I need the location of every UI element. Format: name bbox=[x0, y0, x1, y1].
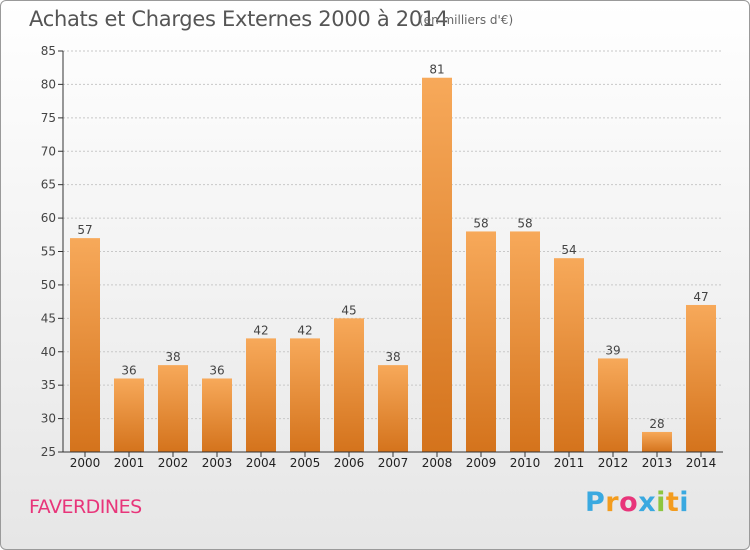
logo-letter: P bbox=[585, 487, 606, 518]
bar bbox=[598, 358, 628, 452]
data-label: 58 bbox=[517, 216, 532, 230]
logo-letter: t bbox=[665, 487, 680, 518]
data-label: 28 bbox=[649, 417, 664, 431]
bar bbox=[70, 238, 100, 452]
bar bbox=[466, 231, 496, 452]
logo-letter: x bbox=[638, 487, 657, 518]
bar bbox=[202, 378, 232, 452]
bar bbox=[114, 378, 144, 452]
x-tick-label: 2008 bbox=[422, 456, 453, 470]
data-label: 58 bbox=[473, 216, 488, 230]
y-tick-label: 30 bbox=[41, 412, 56, 426]
data-label: 54 bbox=[561, 243, 576, 257]
y-tick-label: 65 bbox=[41, 178, 56, 192]
commune-name: FAVERDINES bbox=[29, 496, 142, 518]
bar bbox=[686, 304, 716, 452]
proxiti-logo: Proxiti bbox=[585, 487, 689, 518]
x-tick-label: 2000 bbox=[70, 456, 101, 470]
chart-subtitle: (en milliers d'€) bbox=[419, 13, 514, 27]
y-tick-label: 85 bbox=[41, 44, 56, 58]
y-tick-label: 75 bbox=[41, 111, 56, 125]
x-tick-label: 2004 bbox=[246, 456, 277, 470]
data-label: 38 bbox=[385, 350, 400, 364]
y-tick-label: 60 bbox=[41, 211, 56, 225]
data-label: 36 bbox=[209, 363, 224, 377]
y-tick-label: 25 bbox=[41, 445, 56, 459]
x-tick-label: 2009 bbox=[466, 456, 497, 470]
bar bbox=[378, 365, 408, 452]
chart-title: Achats et Charges Externes 2000 à 2014 bbox=[29, 7, 449, 31]
data-label: 45 bbox=[341, 303, 356, 317]
x-tick-label: 2007 bbox=[378, 456, 409, 470]
y-tick-label: 35 bbox=[41, 378, 56, 392]
logo-letter: r bbox=[605, 487, 620, 518]
x-tick-label: 2013 bbox=[642, 456, 673, 470]
y-tick-label: 40 bbox=[41, 345, 56, 359]
x-tick-label: 2014 bbox=[686, 456, 717, 470]
y-tick-label: 55 bbox=[41, 245, 56, 259]
x-tick-label: 2010 bbox=[510, 456, 541, 470]
bar bbox=[290, 338, 320, 452]
bar bbox=[510, 231, 540, 452]
data-label: 81 bbox=[429, 63, 444, 77]
data-label: 47 bbox=[693, 290, 708, 304]
y-tick-label: 80 bbox=[41, 77, 56, 91]
x-tick-label: 2006 bbox=[334, 456, 365, 470]
data-label: 42 bbox=[297, 323, 312, 337]
x-tick-label: 2002 bbox=[158, 456, 189, 470]
bar bbox=[158, 365, 188, 452]
x-tick-label: 2003 bbox=[202, 456, 233, 470]
bar bbox=[554, 258, 584, 452]
logo-letter: o bbox=[619, 487, 639, 518]
data-label: 36 bbox=[121, 363, 136, 377]
y-tick-label: 45 bbox=[41, 311, 56, 325]
x-tick-label: 2001 bbox=[114, 456, 145, 470]
data-label: 57 bbox=[77, 223, 92, 237]
bar bbox=[334, 318, 364, 452]
bar bbox=[422, 77, 452, 452]
x-tick-label: 2012 bbox=[598, 456, 629, 470]
logo-letter: i bbox=[679, 487, 690, 518]
logo-letter: i bbox=[656, 487, 666, 518]
x-tick-label: 2011 bbox=[554, 456, 585, 470]
y-tick-label: 50 bbox=[41, 278, 56, 292]
x-tick-label: 2005 bbox=[290, 456, 321, 470]
y-tick-label: 70 bbox=[41, 144, 56, 158]
bar bbox=[642, 431, 672, 452]
data-label: 39 bbox=[605, 343, 620, 357]
bar bbox=[246, 338, 276, 452]
data-label: 42 bbox=[253, 323, 268, 337]
data-label: 38 bbox=[165, 350, 180, 364]
